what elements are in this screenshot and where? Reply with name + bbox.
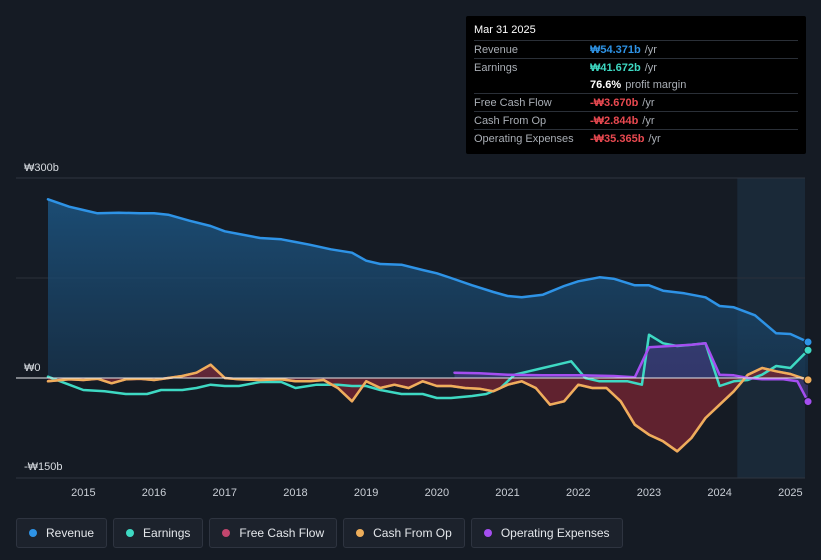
x-tick-label: 2018 (283, 487, 307, 499)
series-endpoints (803, 337, 813, 407)
y-tick-label: -₩150b (24, 461, 63, 473)
x-tick-label: 2023 (637, 487, 661, 499)
revenue-area (48, 199, 808, 378)
tooltip-unit: /yr (644, 61, 657, 74)
legend-dot-icon (29, 529, 37, 537)
tooltip-unit: /yr (642, 114, 655, 127)
legend-label: Revenue (46, 526, 95, 540)
legend: Revenue Earnings Free Cash Flow Cash From O… (16, 518, 629, 548)
y-tick-label: ₩300b (24, 162, 59, 174)
operating-expenses-endpoint (803, 397, 813, 407)
tooltip-label: Free Cash Flow (474, 96, 552, 109)
legend-item-cash-from-op[interactable]: Cash From Op (343, 518, 465, 548)
legend-label: Operating Expenses (500, 526, 610, 540)
free-cash-flow-area (48, 364, 808, 452)
tooltip-date: Mar 31 2025 (474, 24, 536, 36)
legend-dot-icon (356, 529, 365, 537)
series-areas (48, 199, 808, 452)
tooltip-row: Earnings ₩41.672b/yr (474, 58, 798, 76)
tooltip-value: -₩2.844b (590, 114, 639, 127)
operating-expenses-line (453, 342, 810, 403)
tooltip-row: Revenue ₩54.371b/yr (474, 40, 798, 58)
cash-from-op-line (46, 363, 810, 453)
tooltip-label: Earnings (474, 61, 518, 74)
revenue-line (46, 198, 810, 344)
tooltip-rows: Revenue ₩54.371b/yr Earnings ₩41.672b/yr 76.… (474, 40, 798, 147)
x-axis: 2015 2016 2017 2018 2019 2020 2021 2022 2023 2024… (71, 487, 802, 499)
tooltip-unit: /yr (644, 43, 657, 56)
tooltip-value: -₩35.365b (590, 132, 645, 145)
legend-dot-icon (126, 529, 135, 537)
tooltip-row: Free Cash Flow -₩3.670b/yr (474, 93, 798, 111)
legend-item-free-cash-flow[interactable]: Free Cash Flow (209, 518, 338, 548)
tooltip-unit: /yr (648, 132, 661, 145)
legend-label: Cash From Op (373, 526, 452, 540)
legend-label: Free Cash Flow (239, 526, 325, 540)
series-lines (16, 198, 810, 453)
tooltip-value: ₩41.672b (590, 61, 641, 74)
tooltip-unit: profit margin (625, 78, 687, 91)
tooltip: Mar 31 2025 Revenue ₩54.371b/yr Earnings ₩4… (466, 16, 806, 154)
tooltip-label: Revenue (474, 43, 519, 56)
tooltip-label: Cash From Op (474, 114, 547, 127)
y-tick-label: ₩0 (24, 362, 41, 374)
tooltip-value: -₩3.670b (590, 96, 639, 109)
y-axis: ₩300b ₩0 -₩150b (24, 162, 63, 473)
revenue-endpoint (803, 337, 813, 347)
x-tick-label: 2021 (495, 487, 519, 499)
legend-label: Earnings (143, 526, 191, 540)
tooltip-label: Operating Expenses (474, 132, 574, 145)
legend-dot-icon (222, 529, 231, 537)
legend-item-earnings[interactable]: Earnings (113, 518, 204, 548)
x-tick-label: 2019 (354, 487, 378, 499)
x-tick-label: 2022 (566, 487, 590, 499)
tooltip-unit: /yr (642, 96, 655, 109)
legend-dot-icon (483, 529, 492, 537)
x-tick-label: 2015 (71, 487, 95, 499)
x-tick-label: 2024 (707, 487, 731, 499)
tooltip-row: Cash From Op -₩2.844b/yr (474, 111, 798, 129)
legend-item-operating-expenses[interactable]: Operating Expenses (470, 518, 623, 548)
tooltip-row: 76.6% profit margin (474, 76, 798, 93)
legend-item-revenue[interactable]: Revenue (16, 518, 108, 548)
tooltip-value: 76.6% (590, 78, 622, 91)
x-tick-label: 2020 (425, 487, 449, 499)
tooltip-row: Operating Expenses -₩35.365b/yr (474, 129, 798, 147)
x-tick-label: 2017 (213, 487, 237, 499)
cash-from-op-endpoint (803, 375, 813, 385)
earnings-endpoint (803, 345, 813, 355)
tooltip-value: ₩54.371b (590, 43, 641, 56)
x-tick-label: 2025 (778, 487, 802, 499)
x-tick-label: 2016 (142, 487, 166, 499)
